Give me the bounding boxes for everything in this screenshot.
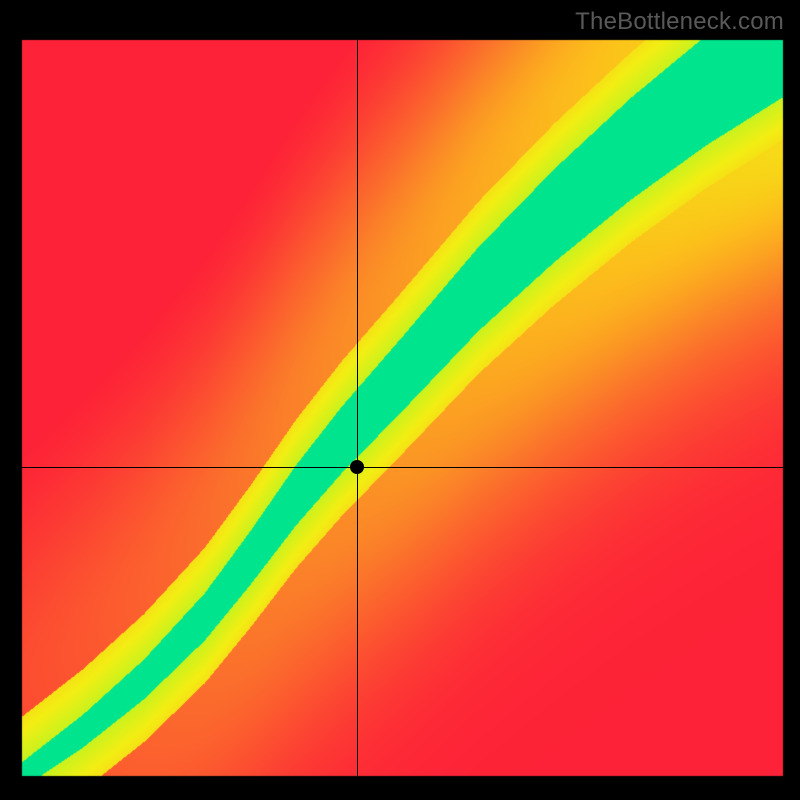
crosshair-vertical-line xyxy=(357,40,358,776)
bottleneck-heatmap-canvas xyxy=(0,0,800,800)
crosshair-horizontal-line xyxy=(22,467,783,468)
crosshair-marker-dot xyxy=(350,460,364,474)
chart-container: TheBottleneck.com xyxy=(0,0,800,800)
watermark-text: TheBottleneck.com xyxy=(575,8,784,36)
